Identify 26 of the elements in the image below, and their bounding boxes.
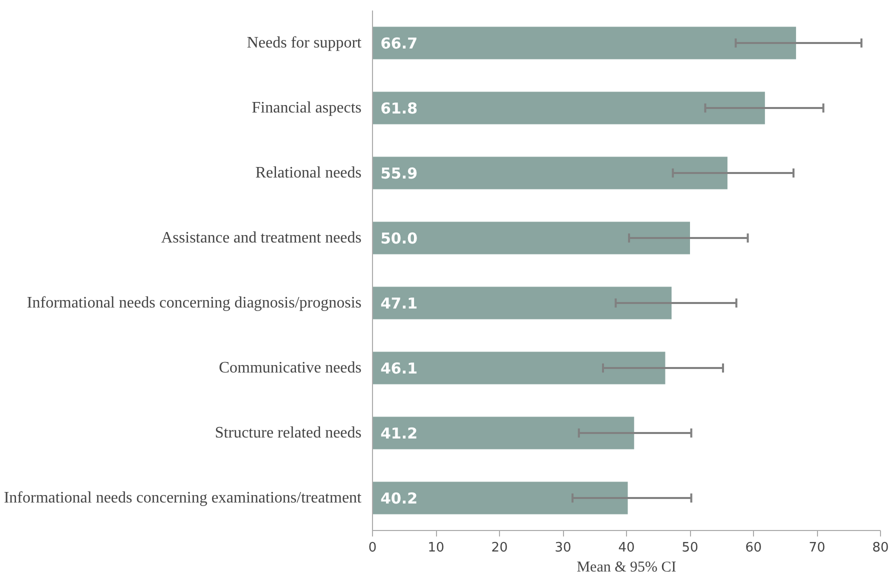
y-tick-label: Assistance and treatment needs	[161, 230, 362, 246]
data-label: 47.1	[380, 294, 418, 312]
y-tick-label: Informational needs concerning examinations/treatment	[4, 490, 362, 506]
data-label: 40.2	[380, 490, 418, 508]
y-tick-label: Structure related needs	[214, 424, 362, 442]
x-tick-label: 50	[682, 540, 698, 556]
data-label: 50.0	[380, 230, 418, 248]
y-tick-label: Financial aspects	[252, 100, 362, 116]
y-tick-label: Relational needs	[255, 164, 362, 182]
x-tick-label: 10	[428, 540, 444, 556]
x-tick-label: 80	[872, 540, 889, 556]
y-tick-label: Communicative needs	[218, 360, 362, 376]
y-tick-label: Needs for support	[246, 34, 362, 52]
data-label: 46.1	[380, 360, 418, 378]
data-label: 55.9	[380, 164, 418, 182]
data-label: 41.2	[380, 424, 418, 442]
x-tick-label: 40	[618, 540, 635, 556]
y-tick-label: Informational needs concerning diagnosis/prognosis	[26, 294, 362, 312]
data-label: 66.7	[380, 34, 418, 52]
x-tick-label: 0	[368, 540, 377, 556]
x-tick-label: 30	[554, 540, 572, 556]
data-label: 61.8	[380, 100, 418, 118]
x-tick-label: 60	[745, 540, 762, 556]
x-tick-label: 70	[808, 540, 826, 556]
x-axis-title: Mean & 95% CI	[576, 560, 676, 576]
x-tick-label: 20	[491, 540, 508, 556]
